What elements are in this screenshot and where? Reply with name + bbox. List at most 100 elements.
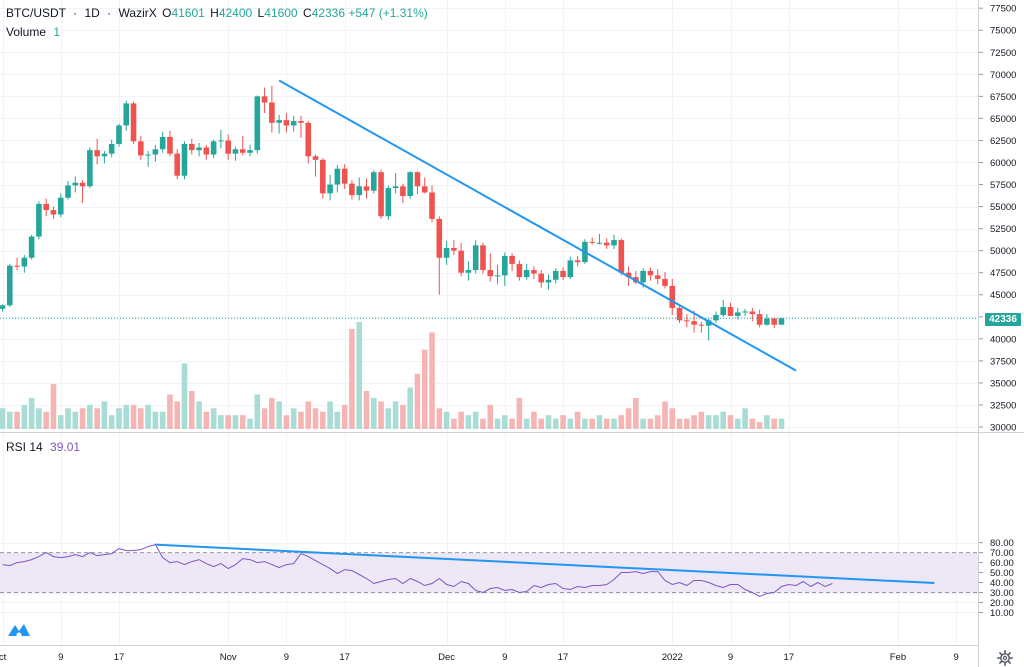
candle-body <box>196 147 202 151</box>
chart-grid <box>0 0 978 645</box>
candle-body <box>385 188 392 217</box>
price-tick-label: 67500 <box>990 92 1016 103</box>
candle-body <box>494 275 501 277</box>
volume-bar <box>691 415 697 429</box>
candle-body <box>625 272 632 278</box>
candle-body <box>567 260 574 278</box>
price-trendline[interactable] <box>278 79 797 372</box>
price-scale[interactable]: 3000032500350003750040000425004500047500… <box>979 4 1016 434</box>
rsi-trendline[interactable] <box>155 543 935 585</box>
volume-bar <box>181 363 188 429</box>
volume-bar <box>312 408 319 429</box>
volume-bars <box>0 322 785 429</box>
candle-body <box>771 318 777 325</box>
volume-bar <box>370 397 377 429</box>
rsi-label[interactable]: RSI 14 <box>6 440 43 454</box>
interval-label[interactable]: 1D <box>84 6 100 20</box>
candle-body <box>43 203 49 211</box>
time-tick-label: 2022 <box>662 652 683 663</box>
volume-bar <box>429 332 435 429</box>
candle-body <box>458 250 464 273</box>
rsi-tick-label: 70.00 <box>990 548 1014 559</box>
candle-body <box>116 125 122 144</box>
volume-bar <box>443 411 450 429</box>
volume-bar <box>625 408 632 429</box>
volume-bar <box>611 418 617 429</box>
volume-bar <box>407 387 413 429</box>
candle-body <box>727 307 734 316</box>
gear-icon[interactable] <box>997 650 1013 666</box>
volume-label[interactable]: Volume <box>6 25 47 39</box>
time-tick-label: 17 <box>339 652 350 663</box>
candle-body <box>0 305 6 309</box>
volume-bar <box>458 411 464 429</box>
volume-bar <box>72 411 79 429</box>
volume-bar <box>596 415 603 429</box>
time-tick-label: 17 <box>114 652 125 663</box>
close-value: 42336 <box>311 6 345 20</box>
candle-body <box>749 311 756 315</box>
change-value: +547 (+1.31%) <box>348 6 428 20</box>
candle-body <box>36 203 42 237</box>
price-tick-label: 37500 <box>990 356 1016 367</box>
volume-bar <box>174 401 181 429</box>
volume-bar <box>771 418 777 429</box>
candle-body <box>305 122 312 157</box>
time-tick-label: Nov <box>220 652 237 663</box>
price-tick-label: 47500 <box>990 268 1016 279</box>
candle-body <box>531 270 537 274</box>
candle-body <box>552 270 559 280</box>
candle-body <box>239 149 246 153</box>
volume-bar <box>713 415 719 429</box>
exchange-label: WazirX <box>118 6 157 20</box>
tradingview-logo-icon[interactable] <box>6 620 32 640</box>
candle-body <box>407 172 413 196</box>
volume-bar <box>116 408 122 429</box>
candle-body <box>327 184 333 194</box>
volume-bar <box>334 411 341 429</box>
candle-body <box>502 255 508 276</box>
volume-bar <box>545 415 552 429</box>
volume-bar <box>676 418 683 429</box>
volume-bar <box>662 401 668 429</box>
candle-body <box>138 141 144 156</box>
volume-bar <box>232 415 239 429</box>
volume-bar <box>698 411 705 429</box>
volume-bar <box>509 418 515 429</box>
time-tick-label: 9 <box>954 652 959 663</box>
price-tick-label: 70000 <box>990 70 1016 81</box>
candle-body <box>589 241 595 243</box>
volume-bar <box>633 397 639 429</box>
candle-body <box>392 186 399 189</box>
candle-body <box>421 186 428 193</box>
volume-bar <box>414 373 421 429</box>
time-scale[interactable]: ct 9 17 Nov 9 17 Dec 9 17 2022 9 17 Feb 9 <box>0 652 959 663</box>
candle-body <box>640 270 646 283</box>
volume-bar <box>552 418 559 429</box>
time-tick-label: Feb <box>890 652 906 663</box>
candle-body <box>232 149 239 154</box>
candle-body <box>254 96 261 151</box>
volume-bar <box>363 391 370 429</box>
candle-body <box>545 279 552 283</box>
symbol-name[interactable]: BTC/USDT <box>6 6 66 20</box>
rsi-band <box>0 552 978 593</box>
candle-body <box>21 257 28 267</box>
price-tick-label: 60000 <box>990 158 1016 169</box>
rsi-value: 39.01 <box>50 440 81 454</box>
candle-body <box>210 141 217 155</box>
candle-body <box>370 172 377 191</box>
volume-bar <box>589 418 595 429</box>
candle-body <box>218 140 224 142</box>
candle-body <box>174 153 181 176</box>
time-tick-label: 9 <box>58 652 63 663</box>
volume-bar <box>684 418 690 429</box>
volume-bar <box>247 418 253 429</box>
volume-bar <box>764 415 770 429</box>
volume-bar <box>385 408 392 429</box>
volume-bar <box>327 401 333 429</box>
candle-body <box>560 270 566 278</box>
volume-bar <box>400 404 406 429</box>
